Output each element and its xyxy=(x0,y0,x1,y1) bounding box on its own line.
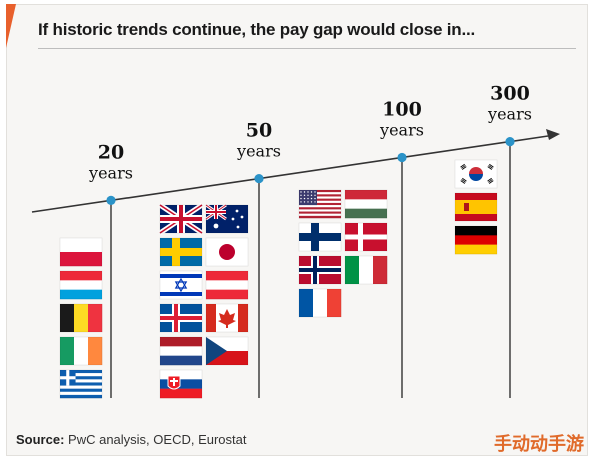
flag-uk xyxy=(158,202,204,236)
flag-poland xyxy=(59,237,103,267)
flag-luxembourg xyxy=(59,270,103,300)
source-text: PwC analysis, OECD, Eurostat xyxy=(68,432,247,447)
milestone-number-label: 100 xyxy=(382,99,422,121)
flag-sweden xyxy=(159,237,203,267)
flag-ireland xyxy=(59,336,103,366)
flag-italy xyxy=(344,255,388,285)
flag-netherlands xyxy=(159,336,203,366)
trend-arrowhead xyxy=(546,129,560,140)
flag-germany xyxy=(454,225,498,255)
title-divider xyxy=(38,48,576,49)
accent-corner xyxy=(6,4,16,48)
flag-israel xyxy=(159,270,203,300)
milestone-dot xyxy=(106,195,116,205)
flag-iceland xyxy=(159,303,203,333)
watermark: 手动动手游 xyxy=(494,434,584,455)
flag-canada xyxy=(205,303,249,333)
chart-title: If historic trends continue, the pay gap… xyxy=(38,20,476,39)
flag-japan xyxy=(205,237,249,267)
flag-usa xyxy=(298,189,342,219)
milestone-unit-label: years xyxy=(487,105,532,124)
milestone-dot xyxy=(505,136,515,147)
milestone-dot xyxy=(254,173,264,184)
flag-denmark xyxy=(344,222,388,252)
flag-belgium xyxy=(59,303,103,333)
milestone-unit-label: years xyxy=(379,121,424,140)
milestone-number-label: 20 xyxy=(98,141,124,163)
flag-spain xyxy=(454,192,498,222)
flag-hungary xyxy=(344,189,388,219)
flag-australia xyxy=(205,203,249,234)
milestone-dot xyxy=(397,152,407,163)
flag-slovakia xyxy=(159,369,203,399)
flag-norway xyxy=(298,255,342,285)
flag-south-korea xyxy=(454,159,498,189)
source-note: Source: PwC analysis, OECD, Eurostat xyxy=(16,432,246,447)
milestone-unit-label: years xyxy=(88,163,133,182)
source-label: Source: xyxy=(16,432,65,447)
flag-france xyxy=(298,288,342,318)
milestone-unit-label: years xyxy=(236,142,281,161)
flag-finland xyxy=(298,222,342,252)
flag-czech xyxy=(205,336,249,366)
milestone-number-label: 300 xyxy=(490,83,530,105)
trend-line xyxy=(31,135,549,213)
flag-austria xyxy=(205,270,249,300)
flag-greece xyxy=(59,369,103,399)
milestone-number-label: 50 xyxy=(246,120,272,142)
